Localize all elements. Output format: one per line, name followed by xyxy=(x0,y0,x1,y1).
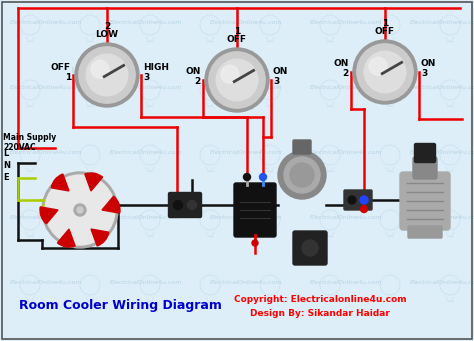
Text: ElectricalOnline4u.com: ElectricalOnline4u.com xyxy=(210,20,283,25)
Text: OFF: OFF xyxy=(375,27,395,36)
Circle shape xyxy=(79,47,135,103)
Circle shape xyxy=(357,44,413,100)
Circle shape xyxy=(77,207,83,213)
Text: ElectricalOnline4u.com: ElectricalOnline4u.com xyxy=(110,150,182,155)
Wedge shape xyxy=(91,229,109,246)
Text: ElectricalOnline4u.com: ElectricalOnline4u.com xyxy=(310,85,383,90)
Circle shape xyxy=(86,54,128,96)
Wedge shape xyxy=(85,173,102,191)
Circle shape xyxy=(244,174,250,180)
Text: ElectricalOnline4u.com: ElectricalOnline4u.com xyxy=(410,20,474,25)
Text: ON: ON xyxy=(186,68,201,76)
Text: 1: 1 xyxy=(382,19,388,28)
Circle shape xyxy=(221,65,239,83)
Text: OFF: OFF xyxy=(51,62,71,72)
FancyBboxPatch shape xyxy=(234,183,276,237)
Circle shape xyxy=(205,48,269,112)
Circle shape xyxy=(74,204,86,216)
Text: Copyright: Electricalonline4u.com: Copyright: Electricalonline4u.com xyxy=(234,296,406,305)
Text: ON: ON xyxy=(334,59,349,69)
Circle shape xyxy=(259,174,266,180)
Text: ON: ON xyxy=(273,68,288,76)
Circle shape xyxy=(348,196,356,204)
Text: ElectricalOnline4u.com: ElectricalOnline4u.com xyxy=(10,215,82,220)
Text: ElectricalOnline4u.com: ElectricalOnline4u.com xyxy=(310,150,383,155)
Text: ElectricalOnline4u.com: ElectricalOnline4u.com xyxy=(410,85,474,90)
Text: 1: 1 xyxy=(65,73,71,81)
FancyBboxPatch shape xyxy=(293,231,327,265)
Text: ElectricalOnline4u.com: ElectricalOnline4u.com xyxy=(310,280,383,285)
Text: HIGH: HIGH xyxy=(143,62,169,72)
Text: ElectricalOnline4u.com: ElectricalOnline4u.com xyxy=(310,215,383,220)
FancyBboxPatch shape xyxy=(168,193,201,218)
Text: L: L xyxy=(3,148,8,158)
Circle shape xyxy=(209,52,265,108)
Text: OFF: OFF xyxy=(227,35,247,44)
Circle shape xyxy=(75,43,139,107)
Text: 3: 3 xyxy=(273,77,279,87)
Wedge shape xyxy=(40,207,58,224)
Text: ElectricalOnline4u.com: ElectricalOnline4u.com xyxy=(210,280,283,285)
Wedge shape xyxy=(57,229,75,247)
Text: ElectricalOnline4u.com: ElectricalOnline4u.com xyxy=(310,20,383,25)
Text: Main Supply: Main Supply xyxy=(3,133,56,142)
Text: N: N xyxy=(3,161,10,169)
Text: ElectricalOnline4u.com: ElectricalOnline4u.com xyxy=(10,150,82,155)
Text: ElectricalOnline4u.com: ElectricalOnline4u.com xyxy=(210,215,283,220)
Circle shape xyxy=(216,59,258,101)
FancyBboxPatch shape xyxy=(413,157,437,179)
Text: 220VAC: 220VAC xyxy=(3,143,36,152)
FancyBboxPatch shape xyxy=(293,140,311,154)
Circle shape xyxy=(45,175,115,245)
Wedge shape xyxy=(102,196,120,213)
Text: ElectricalOnline4u.com: ElectricalOnline4u.com xyxy=(10,20,82,25)
Text: ElectricalOnline4u.com: ElectricalOnline4u.com xyxy=(10,85,82,90)
Text: ElectricalOnline4u.com: ElectricalOnline4u.com xyxy=(110,20,182,25)
Circle shape xyxy=(290,163,314,187)
Circle shape xyxy=(91,60,109,78)
Circle shape xyxy=(42,172,118,248)
Text: ElectricalOnline4u.com: ElectricalOnline4u.com xyxy=(210,85,283,90)
Circle shape xyxy=(278,151,326,199)
Text: 3: 3 xyxy=(143,73,149,81)
Text: ElectricalOnline4u.com: ElectricalOnline4u.com xyxy=(410,150,474,155)
Text: 2: 2 xyxy=(195,77,201,87)
Text: ElectricalOnline4u.com: ElectricalOnline4u.com xyxy=(10,280,82,285)
Text: ON: ON xyxy=(421,59,437,69)
Circle shape xyxy=(361,206,367,212)
Text: ElectricalOnline4u.com: ElectricalOnline4u.com xyxy=(410,280,474,285)
Circle shape xyxy=(360,196,368,204)
Circle shape xyxy=(364,51,406,93)
Circle shape xyxy=(284,157,320,193)
Text: Design By: Sikandar Haidar: Design By: Sikandar Haidar xyxy=(250,309,390,317)
Text: ElectricalOnline4u.com: ElectricalOnline4u.com xyxy=(110,215,182,220)
Text: 3: 3 xyxy=(421,70,427,78)
FancyBboxPatch shape xyxy=(414,144,436,163)
FancyBboxPatch shape xyxy=(344,190,372,210)
Circle shape xyxy=(353,40,417,104)
Text: Room Cooler Wiring Diagram: Room Cooler Wiring Diagram xyxy=(18,298,221,311)
Circle shape xyxy=(252,240,258,246)
FancyBboxPatch shape xyxy=(408,226,442,238)
Circle shape xyxy=(188,201,197,209)
Wedge shape xyxy=(51,174,69,191)
Text: ElectricalOnline4u.com: ElectricalOnline4u.com xyxy=(110,280,182,285)
Circle shape xyxy=(302,240,318,256)
Text: ElectricalOnline4u.com: ElectricalOnline4u.com xyxy=(410,215,474,220)
Circle shape xyxy=(173,201,182,209)
FancyBboxPatch shape xyxy=(400,172,450,230)
Text: 2: 2 xyxy=(343,70,349,78)
Circle shape xyxy=(369,57,387,75)
Text: E: E xyxy=(3,174,9,182)
Text: 2: 2 xyxy=(104,22,110,31)
Text: ElectricalOnline4u.com: ElectricalOnline4u.com xyxy=(110,85,182,90)
Text: 1: 1 xyxy=(234,27,240,36)
Text: ElectricalOnline4u.com: ElectricalOnline4u.com xyxy=(210,150,283,155)
Text: LOW: LOW xyxy=(95,30,118,39)
